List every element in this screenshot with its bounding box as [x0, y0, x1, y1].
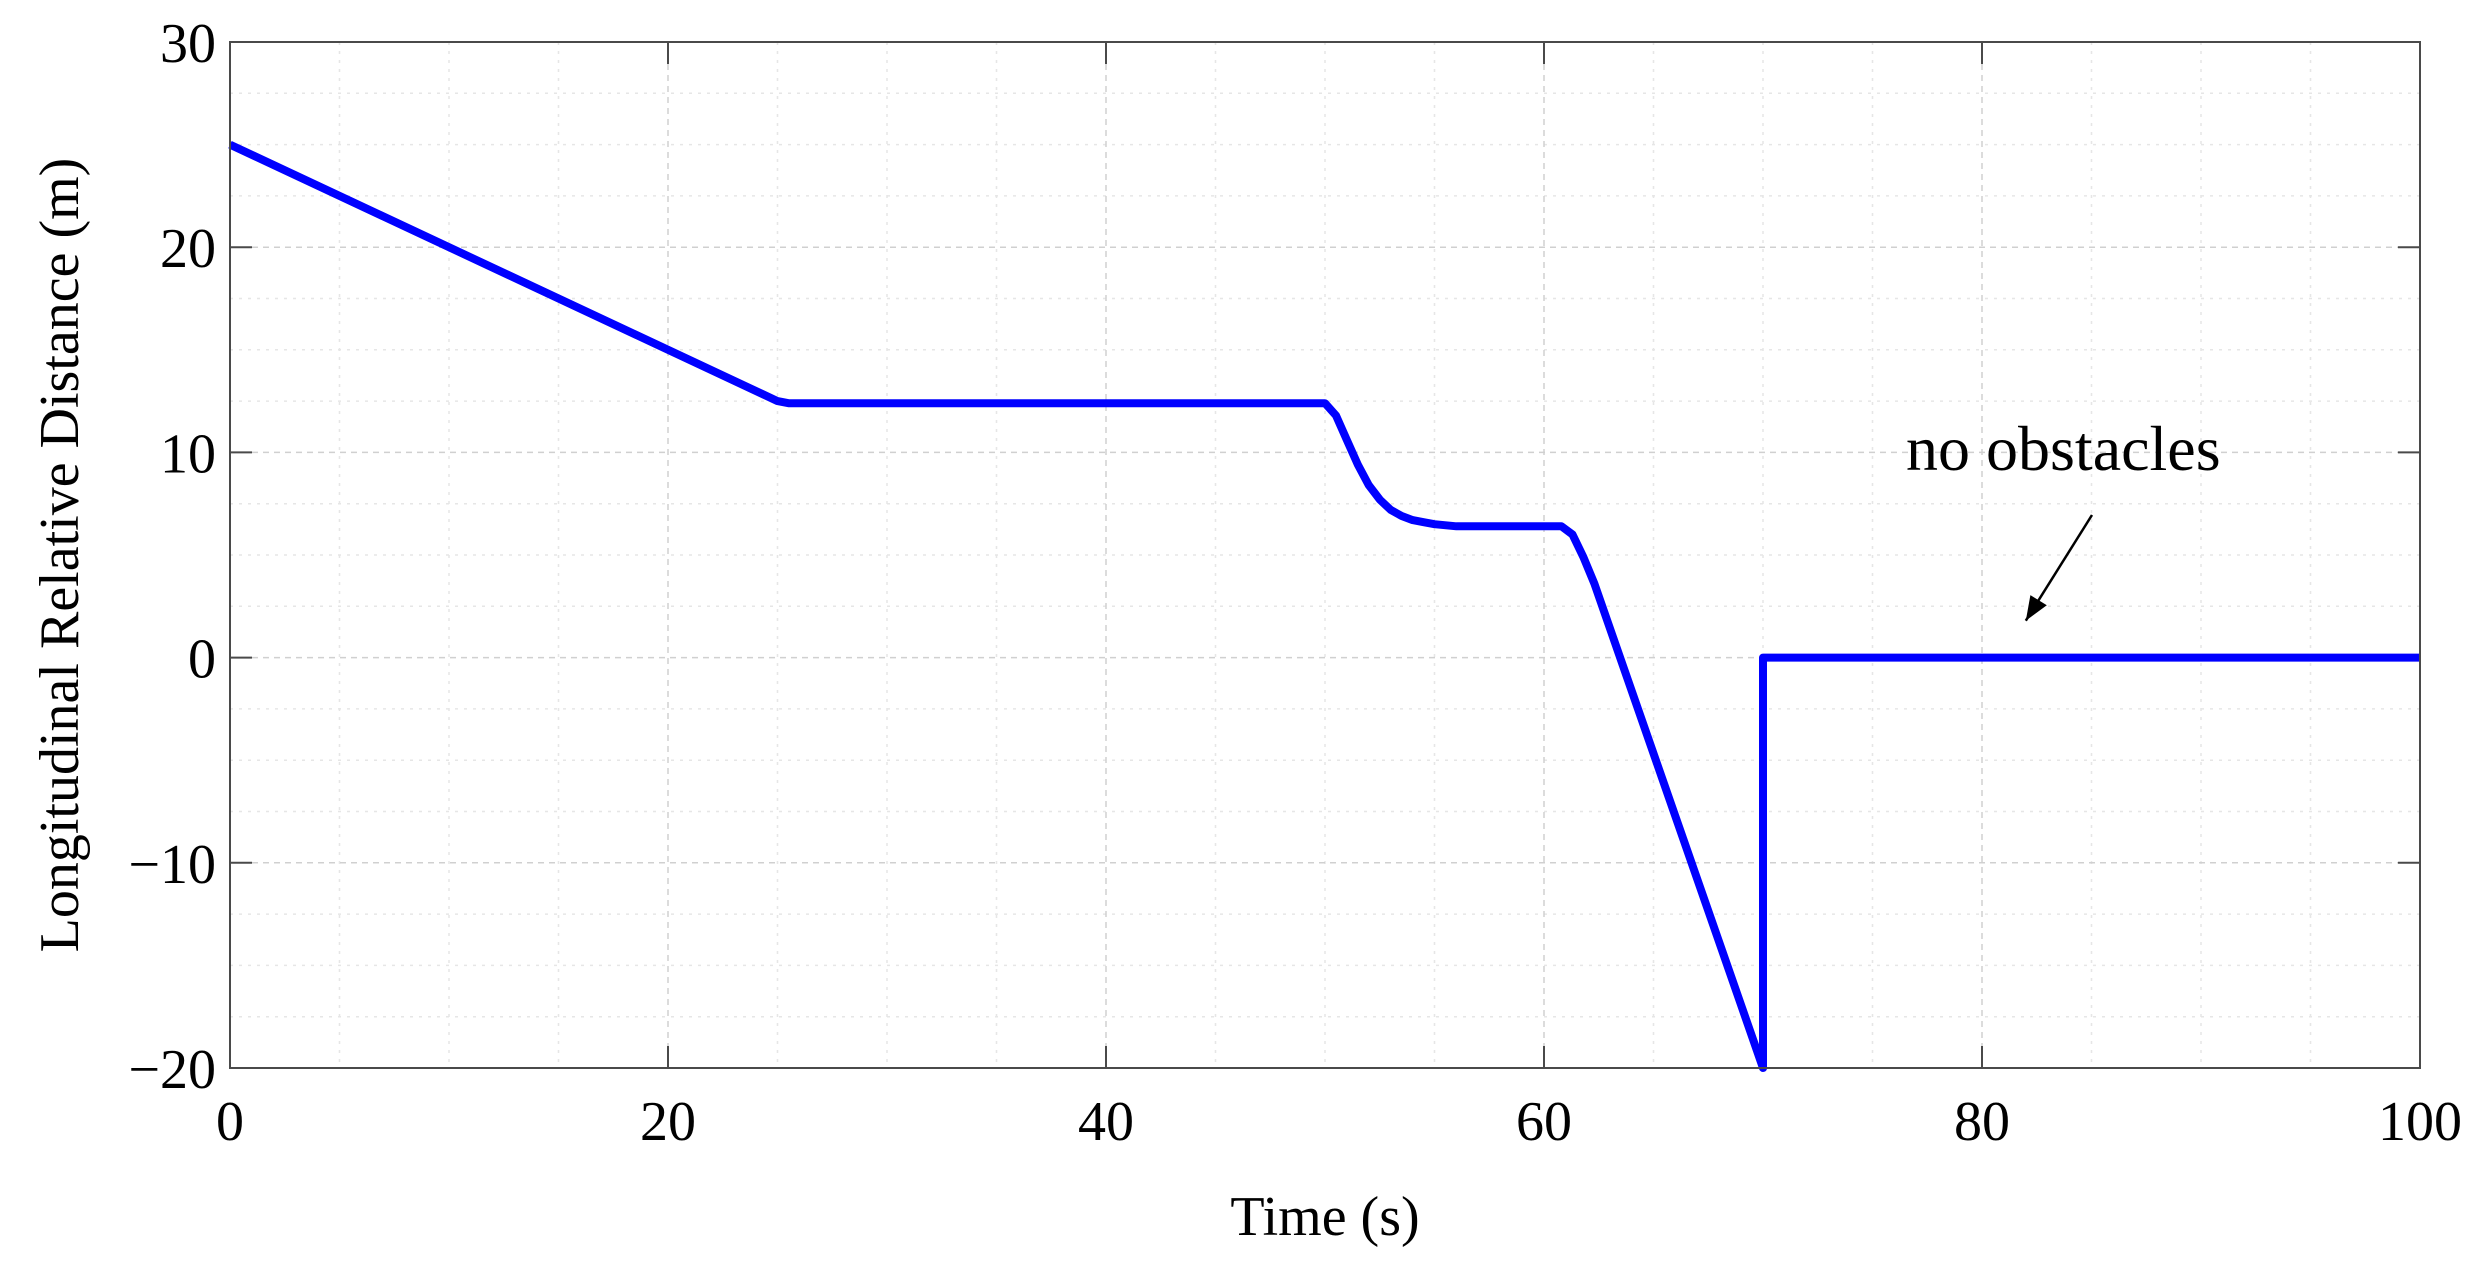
y-axis-title: Longitudinal Relative Distance (m)	[29, 158, 91, 953]
annotations: no obstacles	[1906, 413, 2221, 622]
y-tick-label: −20	[128, 1039, 216, 1101]
y-tick-label: 10	[160, 423, 216, 485]
x-axis-title: Time (s)	[1230, 1186, 1419, 1248]
x-tick-label: 60	[1516, 1091, 1572, 1153]
x-tick-label: 80	[1954, 1091, 2010, 1153]
y-tick-labels: −20 −10 0 10 20 30	[128, 13, 216, 1101]
series-layer	[228, 140, 2420, 1072]
y-tick-label: −10	[128, 834, 216, 896]
y-tick-label: 0	[188, 629, 216, 691]
plot-frame	[229, 41, 2421, 1069]
x-tick-label: 100	[2378, 1091, 2462, 1153]
x-tick-labels: 0 20 40 60 80 100	[216, 1091, 2462, 1153]
x-tick-label: 40	[1078, 1091, 1134, 1153]
y-tick-label: 30	[160, 13, 216, 75]
annotation-arrowhead	[2025, 595, 2047, 621]
annotation-text: no obstacles	[1906, 413, 2221, 484]
y-tick-label: 20	[160, 218, 216, 280]
x-tick-label: 20	[640, 1091, 696, 1153]
series-line	[228, 140, 2420, 1072]
x-tick-label: 0	[216, 1091, 244, 1153]
